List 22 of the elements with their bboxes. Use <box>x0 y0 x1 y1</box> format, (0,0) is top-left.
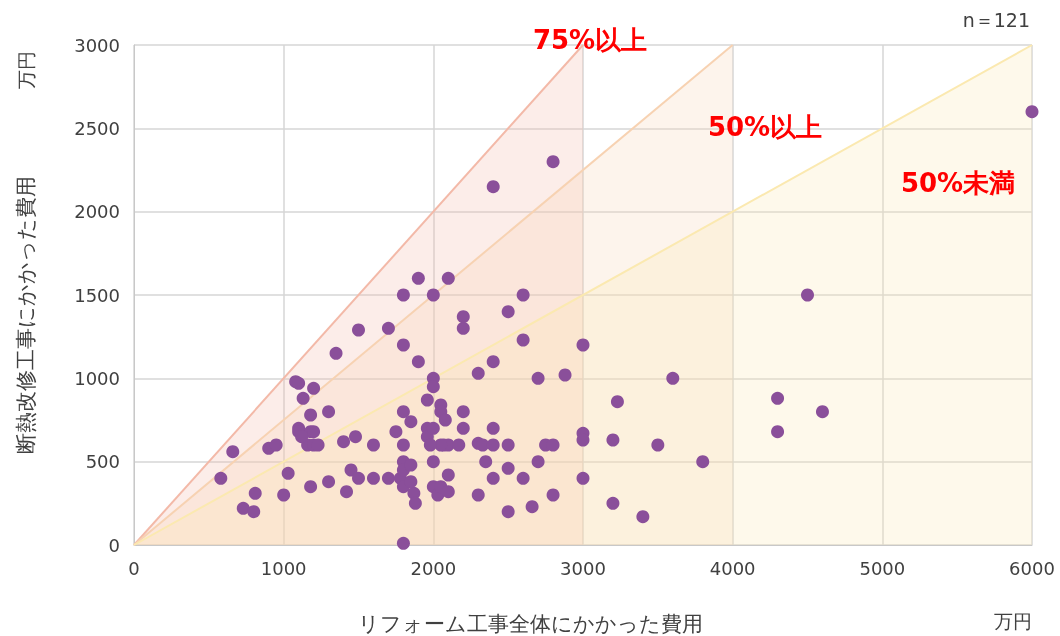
x-tick-label: 2000 <box>410 557 457 579</box>
annotation: 50%未満 <box>900 168 1016 198</box>
annotation: 75%以上 <box>532 25 648 55</box>
y-tick-label: 1500 <box>74 284 120 306</box>
y-tick-label: 2000 <box>74 201 120 223</box>
x-tick-label: 6000 <box>1009 557 1055 579</box>
y-tick-label: 500 <box>85 451 120 473</box>
y-axis-title: 断熱改修工事にかかった費用 <box>14 176 38 454</box>
x-tick-label: 3000 <box>560 557 606 579</box>
x-tick-label: 1000 <box>260 557 307 579</box>
y-tick-label: 0 <box>108 534 120 556</box>
y-tick-label: 1000 <box>74 367 120 389</box>
x-axis-title: リフォーム工事全体にかかった費用 <box>357 611 703 636</box>
annotation: 50%以上 <box>707 112 823 142</box>
text: 万円 <box>994 610 1032 632</box>
y-tick-label: 3000 <box>74 34 120 56</box>
text: n＝121 <box>962 9 1030 31</box>
x-tick-label: 0 <box>128 557 140 579</box>
x-tick-label: 5000 <box>859 557 906 579</box>
text: 万円 <box>15 51 37 89</box>
y-tick-label: 2500 <box>74 117 120 139</box>
x-tick-label: 4000 <box>709 557 756 579</box>
